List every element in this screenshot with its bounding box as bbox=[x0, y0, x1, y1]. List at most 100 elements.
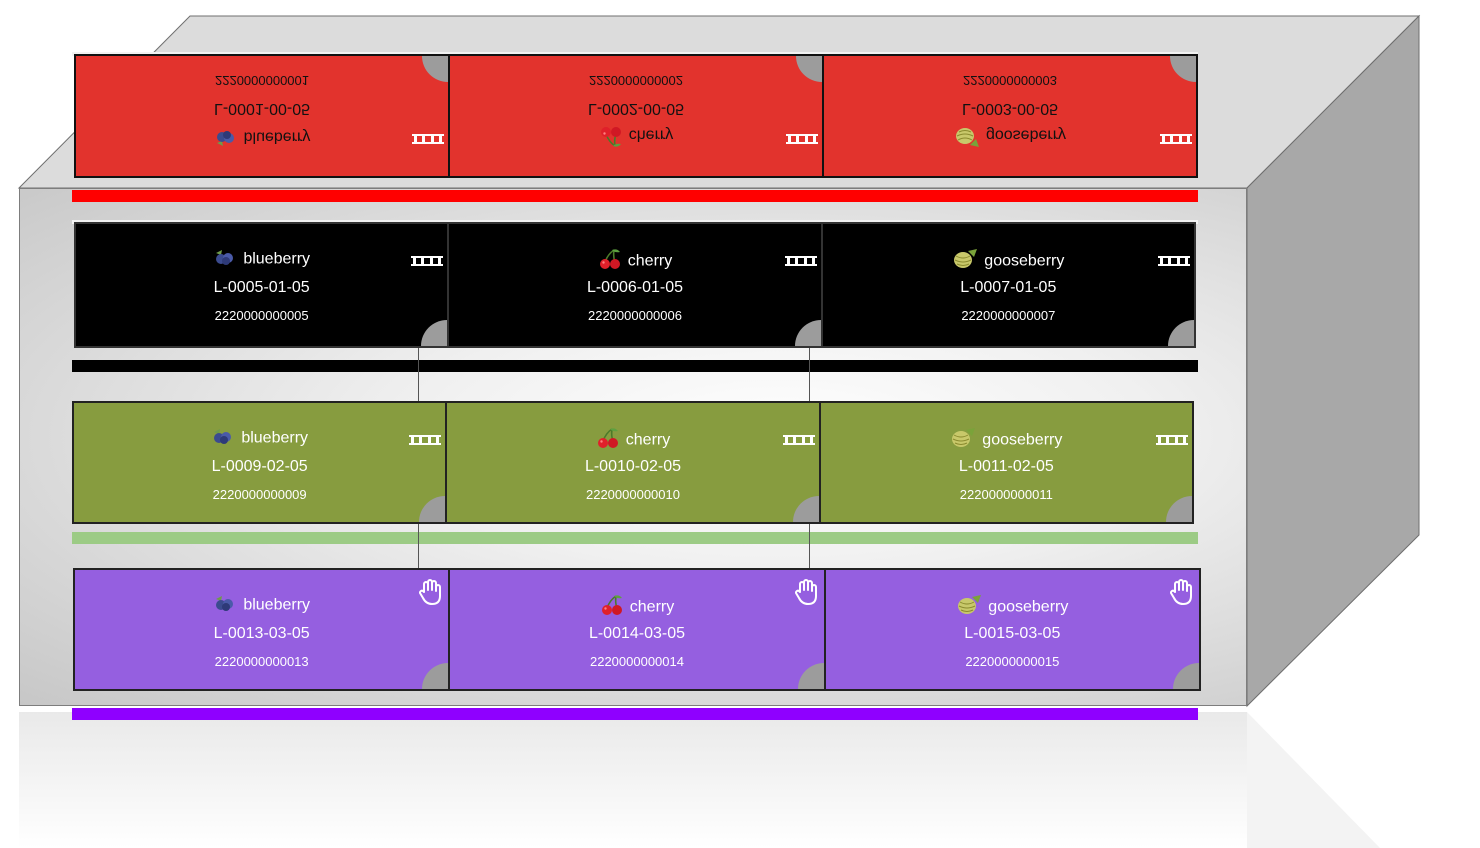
pallet-icon[interactable] bbox=[1160, 134, 1192, 147]
shelf-cell[interactable]: cherry L-0014-03-05 2220000000014 bbox=[448, 568, 826, 691]
shelf-cell[interactable]: gooseberry L-0003-00-05 2220000000003 bbox=[822, 54, 1198, 178]
lot-number: L-0010-02-05 bbox=[584, 458, 682, 475]
barcode-number: 2220000000005 bbox=[214, 308, 309, 323]
fruit-label: gooseberry bbox=[826, 594, 1199, 621]
cherry-icon bbox=[598, 248, 622, 275]
shelf-row-green: blueberry L-0009-02-05 2220000000009 cherry… bbox=[72, 401, 1194, 524]
fruit-name: blueberry bbox=[243, 250, 311, 268]
barcode-number: 2220000000001 bbox=[215, 73, 309, 88]
blueberry-icon bbox=[211, 427, 235, 450]
pallet-icon[interactable] bbox=[409, 432, 442, 445]
barcode-number: 2220000000014 bbox=[589, 654, 684, 669]
connector-line bbox=[418, 347, 419, 402]
lot-number: L-0009-02-05 bbox=[211, 458, 308, 475]
gooseberry-icon bbox=[954, 121, 980, 148]
gooseberry-icon bbox=[950, 427, 976, 454]
fruit-label: cherry bbox=[449, 248, 820, 275]
level-bar-red bbox=[72, 190, 1198, 202]
fruit-label: blueberry bbox=[74, 427, 445, 450]
shelf-cell[interactable]: blueberry L-0013-03-05 2220000000013 bbox=[73, 568, 451, 691]
pallet-icon[interactable] bbox=[782, 432, 815, 445]
cell-corner-handle[interactable] bbox=[421, 320, 448, 346]
fruit-label: gooseberry bbox=[824, 121, 1196, 148]
pallet-icon[interactable] bbox=[412, 134, 444, 147]
connector-line bbox=[809, 347, 810, 402]
barcode-number: 2220000000007 bbox=[961, 308, 1056, 323]
fruit-name: cherry bbox=[625, 431, 671, 449]
pallet-icon[interactable] bbox=[786, 134, 818, 147]
fruit-label: cherry bbox=[450, 594, 823, 621]
pallet-icon[interactable] bbox=[784, 253, 817, 266]
pallet-icon[interactable] bbox=[411, 253, 444, 266]
barcode-number: 2220000000011 bbox=[959, 487, 1053, 502]
level-bar-green bbox=[72, 532, 1198, 544]
level-bar-black bbox=[72, 360, 1198, 372]
lot-number: L-0013-03-05 bbox=[213, 625, 310, 642]
shelf-cell[interactable]: gooseberry L-0007-01-05 2220000000007 bbox=[820, 222, 1196, 348]
shelf-cell[interactable]: cherry L-0010-02-05 2220000000010 bbox=[445, 401, 821, 524]
connector-line bbox=[418, 523, 419, 569]
gooseberry-icon bbox=[952, 248, 978, 275]
fruit-label: cherry bbox=[447, 427, 818, 454]
connector-line bbox=[809, 523, 810, 569]
shelf-cell[interactable]: blueberry L-0001-00-05 2220000000001 bbox=[74, 54, 450, 178]
fruit-name: gooseberry bbox=[984, 252, 1065, 270]
fruit-name: gooseberry bbox=[982, 431, 1063, 449]
lot-number: L-0003-00-05 bbox=[961, 100, 1059, 117]
fruit-name: blueberry bbox=[243, 128, 311, 146]
barcode-number: 2220000000003 bbox=[963, 73, 1057, 88]
barcode-number: 2220000000013 bbox=[214, 654, 309, 669]
fruit-name: gooseberry bbox=[985, 126, 1067, 144]
lot-number: L-0007-01-05 bbox=[960, 279, 1057, 296]
pallet-icon[interactable] bbox=[1155, 432, 1188, 445]
hand-icon[interactable] bbox=[1169, 578, 1195, 606]
lot-number: L-0005-01-05 bbox=[213, 279, 310, 296]
fruit-name: cherry bbox=[628, 126, 674, 144]
fruit-name: cherry bbox=[629, 598, 675, 616]
barcode-number: 2220000000010 bbox=[585, 487, 680, 502]
shelf-cell[interactable]: gooseberry L-0011-02-05 2220000000011 bbox=[818, 401, 1194, 524]
barcode-number: 2220000000006 bbox=[587, 308, 682, 323]
shelf-row-purple: blueberry L-0013-03-05 2220000000013 cherry… bbox=[73, 568, 1201, 691]
shelf-row-red: blueberry L-0001-00-05 2220000000001 cherry… bbox=[74, 54, 1198, 178]
fruit-name: blueberry bbox=[241, 429, 309, 447]
gooseberry-icon bbox=[956, 594, 982, 621]
cherry-icon bbox=[600, 594, 624, 621]
barcode-number: 2220000000002 bbox=[589, 73, 683, 88]
fruit-label: cherry bbox=[450, 121, 822, 148]
shelf-cell[interactable]: blueberry L-0005-01-05 2220000000005 bbox=[74, 222, 450, 348]
fruit-name: cherry bbox=[627, 252, 673, 270]
fruit-label: blueberry bbox=[76, 248, 447, 271]
fruit-label: gooseberry bbox=[823, 248, 1194, 275]
lot-number: L-0002-00-05 bbox=[587, 100, 685, 117]
blueberry-icon bbox=[213, 594, 237, 617]
shelf-cell[interactable]: gooseberry L-0015-03-05 2220000000015 bbox=[823, 568, 1201, 691]
barcode-number: 2220000000015 bbox=[965, 654, 1060, 669]
lot-number: L-0006-01-05 bbox=[586, 279, 684, 296]
shelf-cell[interactable]: blueberry L-0009-02-05 2220000000009 bbox=[72, 401, 448, 524]
cherry-icon bbox=[596, 427, 620, 454]
shelf-row-black: blueberry L-0005-01-05 2220000000005 cherry… bbox=[74, 222, 1196, 348]
fruit-name: blueberry bbox=[243, 596, 311, 614]
blueberry-icon bbox=[213, 248, 237, 271]
shelf-cell[interactable]: cherry L-0006-01-05 2220000000006 bbox=[447, 222, 823, 348]
blueberry-icon bbox=[214, 125, 238, 148]
lot-number: L-0001-00-05 bbox=[213, 100, 311, 117]
fruit-label: gooseberry bbox=[821, 427, 1192, 454]
cell-corner-handle[interactable] bbox=[1167, 320, 1194, 346]
level-bar-purple bbox=[72, 708, 1198, 720]
fruit-label: blueberry bbox=[76, 125, 448, 148]
pallet-icon[interactable] bbox=[1157, 253, 1190, 266]
barcode-number: 2220000000009 bbox=[212, 487, 307, 502]
fruit-name: gooseberry bbox=[988, 598, 1069, 616]
lot-number: L-0015-03-05 bbox=[964, 625, 1061, 642]
cell-corner-handle[interactable] bbox=[794, 320, 821, 346]
lot-number: L-0011-02-05 bbox=[958, 458, 1054, 475]
hand-icon[interactable] bbox=[794, 578, 820, 606]
cherry-icon bbox=[599, 121, 623, 148]
shelf-cell[interactable]: cherry L-0002-00-05 2220000000002 bbox=[448, 54, 824, 178]
cabinet-reflection bbox=[19, 712, 1247, 848]
lot-number: L-0014-03-05 bbox=[588, 625, 686, 642]
fruit-label: blueberry bbox=[75, 594, 448, 617]
hand-icon[interactable] bbox=[418, 578, 444, 606]
